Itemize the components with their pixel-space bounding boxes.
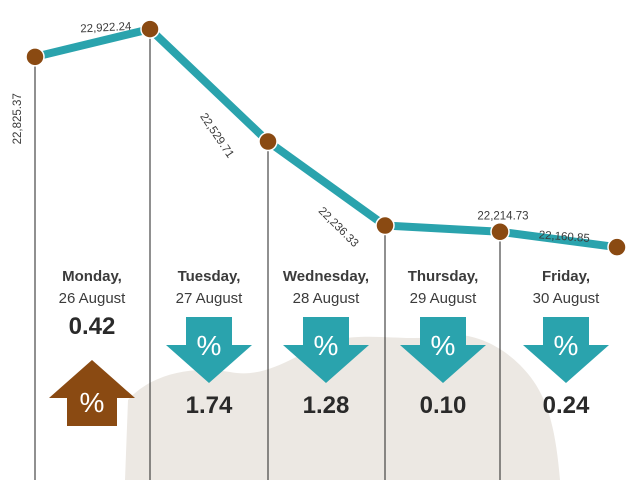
data-point bbox=[140, 19, 160, 39]
day-name: Thursday, bbox=[407, 268, 479, 285]
percent-symbol: % bbox=[554, 330, 579, 361]
percent-change-value: 1.74 bbox=[185, 392, 233, 419]
day-date: 28 August bbox=[292, 290, 360, 307]
data-label: 22,529.71 bbox=[197, 111, 236, 160]
data-label: 22,214.73 bbox=[477, 211, 528, 223]
data-markers bbox=[25, 19, 627, 257]
data-labels: 22,825.37 22,922.24 22,529.71 22,236.33 22,2… bbox=[12, 21, 590, 250]
data-point bbox=[25, 47, 45, 67]
vertical-gridlines bbox=[34, 37, 501, 480]
day-name: Friday, bbox=[541, 268, 591, 285]
data-label: 22,236.33 bbox=[316, 205, 361, 250]
down-arrow-percent-icon: % bbox=[283, 317, 369, 383]
day-date: 26 August bbox=[58, 290, 126, 307]
down-arrow-percent-icon: % bbox=[400, 317, 486, 383]
day-date: 30 August bbox=[532, 290, 600, 307]
day-name: Tuesday, bbox=[177, 268, 241, 285]
down-arrow-percent-icon: % bbox=[166, 317, 252, 383]
percent-change-value: 0.10 bbox=[419, 392, 467, 419]
day-date: 27 August bbox=[175, 290, 243, 307]
percent-change-value: 0.24 bbox=[542, 392, 590, 419]
data-label: 22,160.85 bbox=[538, 229, 590, 245]
percent-symbol: % bbox=[197, 330, 222, 361]
index-line bbox=[31, 25, 621, 252]
percent-change-value: 1.28 bbox=[302, 392, 350, 419]
up-arrow-percent-icon: % bbox=[49, 360, 135, 426]
day-name: Wednesday, bbox=[282, 268, 370, 285]
data-label: 22,825.37 bbox=[12, 93, 24, 144]
percent-symbol: % bbox=[80, 387, 105, 418]
percent-symbol: % bbox=[314, 330, 339, 361]
percent-change-value: 0.42 bbox=[68, 313, 116, 340]
day-date: 29 August bbox=[409, 290, 477, 307]
data-point bbox=[258, 131, 278, 152]
data-point bbox=[375, 215, 395, 236]
day-name: Monday, bbox=[62, 268, 122, 285]
percent-symbol: % bbox=[431, 330, 456, 361]
series-line bbox=[31, 25, 621, 252]
data-point bbox=[607, 237, 627, 257]
data-label: 22,922.24 bbox=[80, 21, 132, 36]
down-arrow-percent-icon: % bbox=[523, 317, 609, 383]
data-point bbox=[490, 221, 510, 242]
